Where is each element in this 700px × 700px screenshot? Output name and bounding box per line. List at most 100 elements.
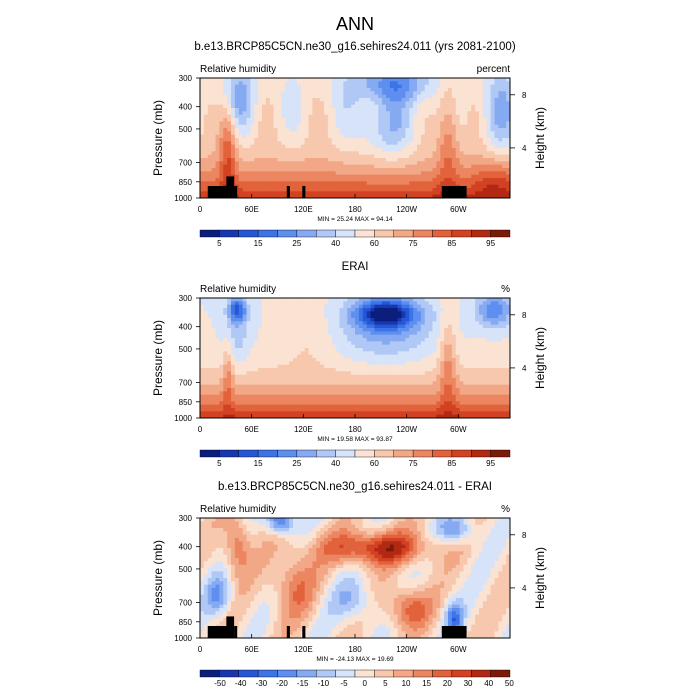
heatmap-cell	[246, 178, 251, 182]
heatmap-cell	[211, 181, 217, 186]
heatmap-cell	[397, 358, 403, 362]
heatmap-cell	[428, 161, 434, 166]
heatmap-cell	[498, 131, 503, 136]
heatmap-cell	[269, 154, 275, 159]
heatmap-cell	[448, 338, 453, 342]
heatmap-cell	[413, 181, 418, 186]
heatmap-cell	[242, 304, 248, 309]
heatmap-cell	[444, 314, 449, 319]
heatmap-cell	[339, 178, 344, 182]
heatmap-cell	[355, 381, 360, 386]
heatmap-cell	[432, 138, 437, 142]
heatmap-cell	[374, 348, 379, 352]
heatmap-cell	[227, 138, 232, 142]
heatmap-cell	[324, 101, 329, 106]
heatmap-cell	[285, 121, 290, 126]
heatmap-cell	[258, 81, 263, 86]
heatmap-cell	[293, 304, 298, 309]
heatmap-cell	[242, 331, 248, 336]
heatmap-cell	[331, 154, 337, 159]
heatmap-cell	[223, 81, 228, 86]
heatmap-cell	[207, 328, 213, 332]
heatmap-cell	[234, 174, 240, 179]
heatmap-cell	[370, 168, 375, 172]
heatmap-cell	[285, 171, 290, 176]
heatmap-cell	[347, 188, 352, 192]
heatmap-cell	[300, 121, 306, 126]
heatmap-cell	[327, 298, 333, 302]
heatmap-cell	[355, 161, 360, 166]
heatmap-cell	[258, 298, 263, 302]
heatmap-cell	[382, 151, 387, 156]
heatmap-cell	[327, 154, 333, 159]
heatmap-cell	[277, 321, 282, 326]
heatmap-cell	[250, 304, 255, 309]
heatmap-cell	[324, 178, 329, 182]
heatmap-cell	[246, 378, 251, 382]
heatmap-cell	[308, 88, 313, 92]
heatmap-cell	[459, 164, 465, 169]
heatmap-cell	[393, 368, 399, 372]
heatmap-cell	[409, 164, 414, 169]
heatmap-cell	[231, 378, 236, 382]
heatmap-cell	[444, 328, 449, 332]
heatmap-cell	[234, 318, 240, 322]
heatmap-cell	[417, 94, 422, 99]
heatmap-cell	[479, 131, 484, 136]
heatmap-cell	[482, 328, 488, 332]
heatmap-cell	[265, 174, 271, 179]
heatmap-cell	[231, 158, 236, 162]
heatmap-cell	[378, 188, 383, 192]
heatmap-cell	[308, 304, 313, 309]
heatmap-cell	[285, 298, 290, 302]
heatmap-cell	[393, 158, 399, 162]
heatmap-cell	[285, 344, 290, 349]
heatmap-cell	[262, 188, 267, 192]
heatmap-cell	[498, 351, 503, 356]
heatmap-cell	[440, 354, 445, 359]
heatmap-cell	[444, 118, 449, 122]
heatmap-cell	[424, 128, 430, 132]
heatmap-cell	[428, 114, 434, 119]
heatmap-cell	[339, 304, 344, 309]
heatmap-cell	[440, 338, 445, 342]
heatmap-cell	[269, 144, 275, 149]
heatmap-cell	[223, 91, 228, 96]
heatmap-cell	[471, 344, 476, 349]
heatmap-cell	[211, 171, 217, 176]
heatmap-cell	[254, 114, 259, 119]
heatmap-cell	[250, 298, 255, 302]
heatmap-cell	[417, 171, 422, 176]
heatmap-cell	[370, 121, 375, 126]
heatmap-cell	[494, 104, 499, 109]
heatmap-cell	[316, 94, 321, 99]
heatmap-cell	[300, 138, 306, 142]
heatmap-cell	[386, 94, 391, 99]
heatmap-cell	[358, 128, 364, 132]
heatmap-cell	[479, 94, 484, 99]
heatmap-cell	[242, 124, 248, 129]
heatmap-cell	[455, 354, 461, 359]
heatmap-cell	[277, 334, 282, 339]
heatmap-cell	[409, 141, 414, 146]
heatmap-cell	[490, 114, 496, 119]
heatmap-cell	[467, 98, 472, 102]
heatmap-cell	[231, 318, 236, 322]
heatmap-cell	[486, 188, 492, 192]
heatmap-cell	[262, 144, 267, 149]
heatmap-cell	[362, 338, 368, 342]
heatmap-cell	[254, 141, 259, 146]
heatmap-cell	[358, 141, 364, 146]
heatmap-cell	[207, 81, 213, 86]
heatmap-cell	[378, 308, 383, 312]
heatmap-cell	[413, 171, 418, 176]
heatmap-cell	[269, 348, 275, 352]
heatmap-cell	[475, 121, 480, 126]
heatmap-cell	[355, 374, 360, 379]
heatmap-cell	[308, 154, 313, 159]
heatmap-cell	[444, 81, 449, 86]
heatmap-cell	[339, 298, 344, 302]
heatmap-cell	[269, 98, 275, 102]
heatmap-cell	[362, 324, 368, 329]
heatmap-cell	[304, 78, 310, 82]
